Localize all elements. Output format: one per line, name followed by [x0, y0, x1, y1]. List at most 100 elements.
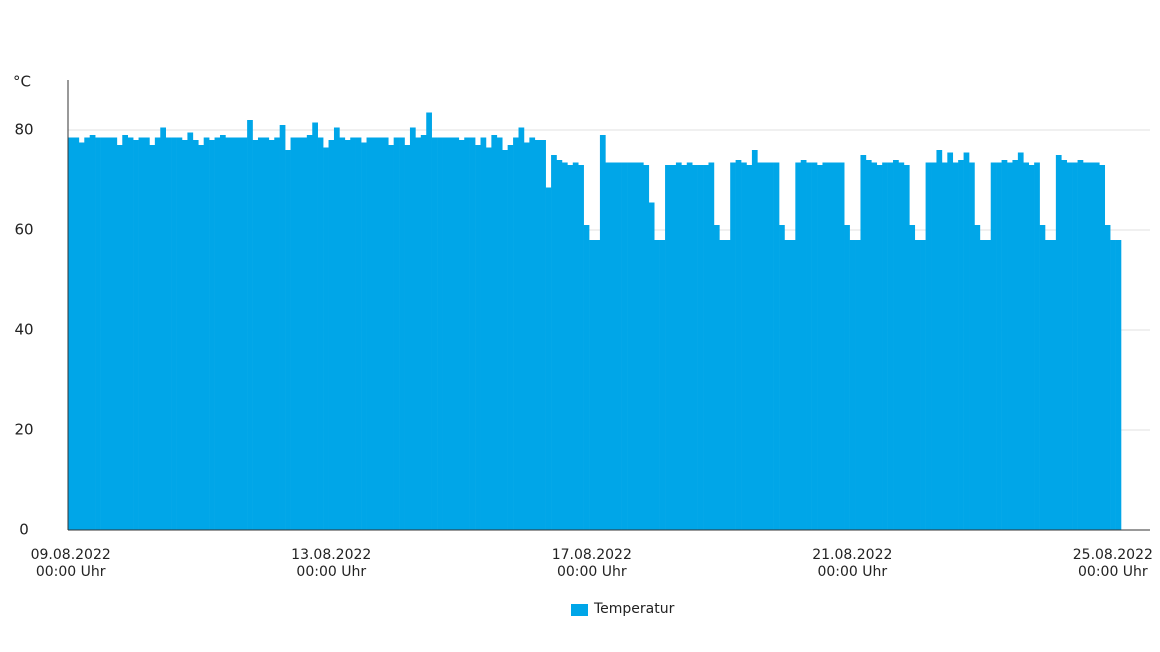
bar [833, 162, 840, 530]
bar [127, 137, 134, 530]
bar [1093, 162, 1100, 530]
bar [800, 160, 807, 530]
bar [985, 240, 992, 530]
bar [735, 160, 742, 530]
bar [903, 165, 910, 530]
bar [116, 145, 123, 530]
bar [963, 152, 970, 530]
bar [703, 165, 709, 530]
bar [480, 137, 487, 530]
bar [420, 135, 427, 530]
y-tick-label: 60 [14, 221, 33, 239]
bar [214, 137, 221, 530]
bar [458, 140, 465, 530]
bar [979, 240, 986, 530]
bar [865, 160, 872, 530]
bar [632, 162, 639, 530]
bar [610, 162, 617, 530]
bar [317, 137, 324, 530]
x-tick-label: 25.08.2022 00:00 Uhr [1072, 547, 1153, 580]
bar [665, 165, 671, 530]
bar [73, 137, 80, 530]
bar [599, 135, 606, 530]
bar [323, 147, 329, 530]
bar [561, 162, 568, 530]
bar [996, 162, 1002, 530]
bar [100, 137, 107, 530]
bar [105, 137, 112, 530]
bar [827, 162, 834, 530]
bar [811, 162, 818, 530]
bar [388, 145, 394, 530]
bar [529, 137, 536, 530]
bar [838, 162, 845, 530]
bar [154, 137, 161, 530]
bar [746, 165, 753, 530]
bar [757, 162, 764, 530]
bar [143, 137, 150, 530]
bar [1023, 162, 1030, 530]
bar [1104, 225, 1111, 530]
bar [556, 160, 563, 530]
bar [871, 162, 878, 530]
y-tick-label: 40 [14, 321, 33, 339]
bar [637, 162, 644, 530]
bar [920, 240, 926, 530]
bar [817, 165, 823, 530]
bar [198, 145, 204, 530]
bar [447, 137, 454, 530]
y-tick-label: 20 [14, 421, 33, 439]
bar [344, 140, 351, 530]
bar [1012, 160, 1019, 530]
bar [844, 225, 850, 530]
bar [209, 140, 215, 530]
bar [605, 162, 612, 530]
bar [822, 162, 829, 530]
bar [122, 135, 129, 530]
bar [1050, 240, 1057, 530]
y-tick-label: 80 [14, 121, 33, 139]
bar [779, 225, 785, 530]
legend-label: Temperatur [594, 601, 675, 617]
bar [464, 137, 470, 530]
bar [426, 112, 432, 530]
bar [762, 162, 769, 530]
bar [1045, 240, 1051, 530]
bar [160, 127, 167, 530]
bar [350, 137, 356, 530]
bar [301, 137, 308, 530]
bar [78, 142, 85, 530]
bar [502, 150, 508, 530]
bar [1028, 165, 1035, 530]
x-tick-label: 13.08.2022 00:00 Uhr [291, 547, 372, 580]
bar [898, 162, 905, 530]
bar [89, 135, 96, 530]
bar [876, 165, 883, 530]
bar [496, 137, 503, 530]
bar [247, 120, 253, 530]
bar [236, 137, 242, 530]
bar [768, 162, 774, 530]
bar [1088, 162, 1095, 530]
bar [893, 160, 899, 530]
bar [670, 165, 677, 530]
bar [941, 162, 948, 530]
bar [1001, 160, 1008, 530]
bar [545, 187, 552, 530]
legend-swatch [571, 604, 588, 616]
bar [1061, 160, 1068, 530]
bar [947, 152, 954, 530]
bar [540, 140, 546, 530]
bar [437, 137, 443, 530]
bar [958, 160, 964, 530]
bar [572, 162, 579, 530]
bar [371, 137, 378, 530]
bar [203, 137, 210, 530]
bar [692, 165, 698, 530]
bar [523, 142, 530, 530]
bar [724, 240, 731, 530]
bar [252, 140, 259, 530]
bar [1083, 162, 1089, 530]
